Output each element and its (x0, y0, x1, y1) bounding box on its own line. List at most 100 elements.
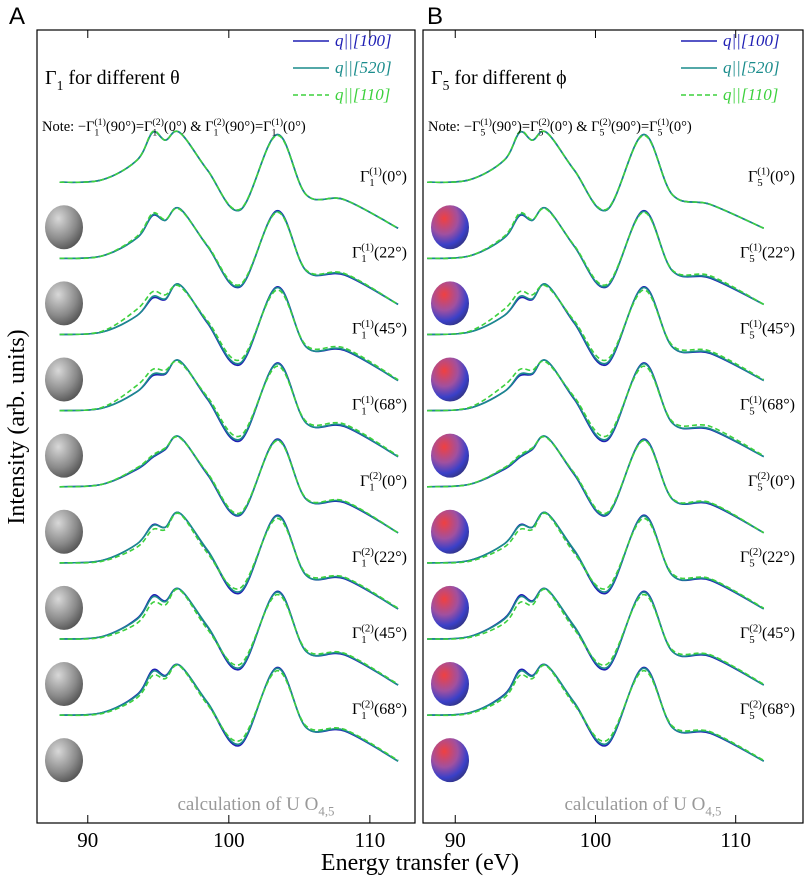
spectrum-line (59, 283, 399, 382)
x-axis-label: Energy transfer (eV) (321, 850, 519, 876)
panel-title-run: 5 (443, 78, 450, 93)
curve-label-run: (2) (749, 698, 762, 710)
panel-note-run: 1 (214, 127, 219, 138)
spectrum-line (427, 663, 765, 762)
curve-label-run: (2) (757, 470, 770, 482)
panel-title-run: for different θ (63, 67, 179, 89)
curve-label-run: (2) (361, 546, 374, 558)
spectrum-line (427, 512, 765, 609)
curve-label-run: (2) (749, 622, 762, 634)
curve-label-run: Γ (740, 701, 749, 718)
annotation-run: 4,5 (318, 804, 334, 819)
spectrum-line (427, 359, 765, 458)
orbital-icon (45, 433, 83, 478)
curve-label: Γ (1)1 (68°) (352, 394, 407, 418)
panel-note-run: (2) (600, 117, 611, 128)
panel-note-run: (0°) & Γ (164, 119, 214, 135)
curve-label-run: (68°) (374, 701, 407, 718)
panel-note-run: (2) (152, 117, 163, 128)
curve-label-run: Γ (360, 168, 369, 185)
curve-label-run: (0°) (770, 473, 795, 490)
curve-label: Γ (2)5 (45°) (740, 622, 795, 646)
orbital-icon (45, 281, 83, 326)
spectrum-line (427, 664, 765, 762)
spectrum-line (59, 588, 399, 685)
curve-label: Γ (2)1 (68°) (352, 698, 407, 722)
panel-note-run: (1) (480, 117, 491, 128)
panel-note-run: 5 (538, 127, 543, 138)
curve-label-run: (1) (369, 166, 382, 178)
curve-label-run: (1) (749, 394, 762, 406)
spectrum-line (59, 130, 399, 229)
spectrum-line (427, 587, 765, 686)
spectrum-line (427, 435, 765, 534)
spectrum-line (59, 130, 399, 229)
legend-label: q||[520] (335, 58, 392, 77)
orbital-icon (45, 585, 83, 630)
curve-label-run: (1) (361, 318, 374, 330)
curve-label-run: 5 (749, 634, 755, 646)
spectrum-line (427, 588, 765, 685)
x-tick-label: 90 (77, 828, 98, 852)
curve-label-run: (2) (361, 622, 374, 634)
curve-label-run: 1 (361, 405, 366, 417)
curve-label-run: 1 (369, 482, 374, 494)
curve-label-run: Γ (352, 625, 361, 642)
curve-label-run: 1 (361, 558, 366, 570)
curve-label-run: 1 (361, 710, 366, 722)
spectrum-line (59, 511, 399, 610)
panel-note-run: (90°)=Γ (611, 119, 658, 135)
legend-label: q||[100] (723, 31, 780, 50)
curve-label-run: 5 (749, 253, 755, 265)
curve-label-run: Γ (748, 473, 757, 490)
spectrum-line (427, 206, 765, 306)
curve-label: Γ (2)1 (45°) (352, 622, 407, 646)
curve-label-run: 5 (749, 710, 755, 722)
curve-label-run: (22°) (762, 549, 795, 566)
panel-note-run: Note: −Γ (42, 119, 94, 135)
spectrum-line (427, 360, 765, 457)
spectrum-line (59, 207, 399, 306)
x-tick-label: 90 (445, 828, 466, 852)
curve-label-run: 5 (749, 558, 755, 570)
spectrum-line (427, 587, 765, 686)
panel-note-run: 5 (600, 127, 605, 138)
orbital-icon (431, 357, 469, 402)
curve-label: Γ (2)5 (0°) (748, 470, 795, 494)
x-tick-label: 110 (720, 828, 751, 852)
orbital-icon (431, 509, 469, 554)
curve-label: Γ (1)1 (0°) (360, 166, 407, 190)
spectrum-line (59, 663, 399, 762)
x-tick-label: 110 (354, 828, 385, 852)
curve-label-run: (22°) (374, 549, 407, 566)
curve-label-run: (1) (749, 318, 762, 330)
panel-note-run: Note: −Γ (428, 119, 480, 135)
curve-label-run: (2) (361, 698, 374, 710)
curve-label: Γ (1)5 (22°) (740, 242, 795, 266)
curve-label-run: Γ (740, 321, 749, 338)
orbital-icon (45, 509, 83, 554)
panel-note: Note: −Γ (1)5 (90°)=Γ (2)5 (0°) & Γ (2)5 (90°)… (428, 117, 692, 138)
legend-label: q||[110] (335, 85, 390, 104)
curve-label-run: 5 (757, 482, 763, 494)
curve-label-run: 1 (361, 634, 366, 646)
panel-title-run: for different ϕ (449, 67, 566, 89)
spectrum-line (427, 130, 765, 229)
panel-note-run: (1) (658, 117, 669, 128)
spectrum-line (427, 130, 765, 229)
curve-label-run: (1) (361, 394, 374, 406)
curve-label: Γ (2)5 (68°) (740, 698, 795, 722)
panel-label: B (427, 3, 443, 30)
panel-note: Note: −Γ (1)1 (90°)=Γ (2)1 (0°) & Γ (2)1 (90°)… (42, 117, 306, 138)
curve-label-run: (2) (369, 470, 382, 482)
curve-label: Γ (1)5 (0°) (748, 166, 795, 190)
orbital-icon (45, 662, 83, 707)
orbital-icon (431, 662, 469, 707)
curve-label-run: (0°) (770, 168, 795, 185)
spectrum-line (59, 284, 399, 381)
curve-label: Γ (2)1 (0°) (360, 470, 407, 494)
curve-label-run: (0°) (382, 473, 407, 490)
spectrum-line (59, 587, 399, 686)
